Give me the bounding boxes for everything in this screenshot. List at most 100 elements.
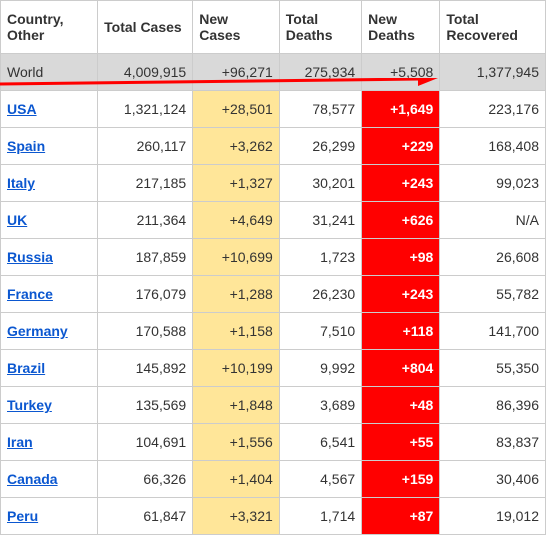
total-recovered-cell: 19,012 [440,498,546,535]
header-country[interactable]: Country, Other [1,1,98,54]
total-cases-cell: 61,847 [98,498,193,535]
country-cell: Canada [1,461,98,498]
new-deaths-cell: +1,649 [362,91,440,128]
country-link[interactable]: Canada [7,471,58,487]
total-recovered-cell: 168,408 [440,128,546,165]
table-row: USA1,321,124+28,50178,577+1,649223,176 [1,91,546,128]
total-cases-cell: 260,117 [98,128,193,165]
new-cases-cell: +3,262 [193,128,280,165]
new-cases-cell: +1,848 [193,387,280,424]
country-link[interactable]: Peru [7,508,38,524]
table-row: Peru 61,847+3,3211,714+8719,012 [1,498,546,535]
world-total-deaths: 275,934 [279,54,361,91]
total-recovered-cell: 141,700 [440,313,546,350]
table-row: Canada66,326+1,4044,567+15930,406 [1,461,546,498]
table-row: Turkey 135,569+1,8483,689+4886,396 [1,387,546,424]
world-row: World4,009,915+96,271275,934+5,5081,377,… [1,54,546,91]
total-deaths-cell: 1,723 [279,239,361,276]
new-deaths-cell: +626 [362,202,440,239]
table-row: Russia 187,859+10,6991,723+9826,608 [1,239,546,276]
total-deaths-cell: 26,230 [279,276,361,313]
header-new-deaths[interactable]: New Deaths [362,1,440,54]
total-cases-cell: 135,569 [98,387,193,424]
total-recovered-cell: 55,782 [440,276,546,313]
total-recovered-cell: 223,176 [440,91,546,128]
country-link[interactable]: France [7,286,53,302]
total-cases-cell: 145,892 [98,350,193,387]
country-link[interactable]: Spain [7,138,45,154]
country-link[interactable]: UK [7,212,27,228]
total-recovered-cell: 26,608 [440,239,546,276]
country-cell: Turkey [1,387,98,424]
new-deaths-cell: +243 [362,165,440,202]
country-link[interactable]: Germany [7,323,68,339]
country-link[interactable]: Italy [7,175,35,191]
total-deaths-cell: 30,201 [279,165,361,202]
country-cell: UK [1,202,98,239]
total-cases-cell: 211,364 [98,202,193,239]
header-new-cases[interactable]: New Cases [193,1,280,54]
world-new-cases: +96,271 [193,54,280,91]
total-cases-cell: 170,588 [98,313,193,350]
total-deaths-cell: 1,714 [279,498,361,535]
new-cases-cell: +10,699 [193,239,280,276]
country-cell: Russia [1,239,98,276]
header-total-deaths[interactable]: Total Deaths [279,1,361,54]
total-cases-cell: 217,185 [98,165,193,202]
total-cases-cell: 1,321,124 [98,91,193,128]
stats-table: Country, Other Total Cases New Cases Tot… [0,0,546,535]
country-cell: France [1,276,98,313]
country-cell: Germany [1,313,98,350]
total-cases-cell: 176,079 [98,276,193,313]
table-row: UK211,364+4,64931,241+626N/A [1,202,546,239]
country-link[interactable]: Russia [7,249,53,265]
world-total-cases: 4,009,915 [98,54,193,91]
total-deaths-cell: 3,689 [279,387,361,424]
total-deaths-cell: 4,567 [279,461,361,498]
new-cases-cell: +3,321 [193,498,280,535]
new-deaths-cell: +243 [362,276,440,313]
new-cases-cell: +4,649 [193,202,280,239]
world-total-recovered: 1,377,945 [440,54,546,91]
country-link[interactable]: Iran [7,434,33,450]
table-row: Iran104,691+1,5566,541+5583,837 [1,424,546,461]
new-cases-cell: +1,158 [193,313,280,350]
country-cell: Spain [1,128,98,165]
world-new-deaths: +5,508 [362,54,440,91]
total-cases-cell: 104,691 [98,424,193,461]
new-cases-cell: +1,288 [193,276,280,313]
total-recovered-cell: 83,837 [440,424,546,461]
table-row: Germany 170,588+1,1587,510+118141,700 [1,313,546,350]
total-deaths-cell: 7,510 [279,313,361,350]
total-deaths-cell: 6,541 [279,424,361,461]
new-deaths-cell: +87 [362,498,440,535]
country-cell: Peru [1,498,98,535]
total-cases-cell: 187,859 [98,239,193,276]
new-deaths-cell: +804 [362,350,440,387]
total-recovered-cell: 86,396 [440,387,546,424]
new-cases-cell: +28,501 [193,91,280,128]
header-total-recovered[interactable]: Total Recovered [440,1,546,54]
total-deaths-cell: 31,241 [279,202,361,239]
new-deaths-cell: +118 [362,313,440,350]
country-cell: Brazil [1,350,98,387]
new-cases-cell: +1,556 [193,424,280,461]
country-link[interactable]: USA [7,101,37,117]
new-cases-cell: +10,199 [193,350,280,387]
table-row: Brazil145,892+10,1999,992+80455,350 [1,350,546,387]
new-deaths-cell: +159 [362,461,440,498]
new-deaths-cell: +48 [362,387,440,424]
new-cases-cell: +1,404 [193,461,280,498]
country-link[interactable]: Brazil [7,360,45,376]
table-row: Italy217,185+1,32730,201+24399,023 [1,165,546,202]
world-name: World [1,54,98,91]
new-deaths-cell: +98 [362,239,440,276]
total-recovered-cell: 55,350 [440,350,546,387]
header-total-cases[interactable]: Total Cases [98,1,193,54]
country-cell: Iran [1,424,98,461]
table-row: France 176,079+1,28826,230+24355,782 [1,276,546,313]
country-cell: Italy [1,165,98,202]
country-link[interactable]: Turkey [7,397,52,413]
country-cell: USA [1,91,98,128]
total-recovered-cell: 99,023 [440,165,546,202]
